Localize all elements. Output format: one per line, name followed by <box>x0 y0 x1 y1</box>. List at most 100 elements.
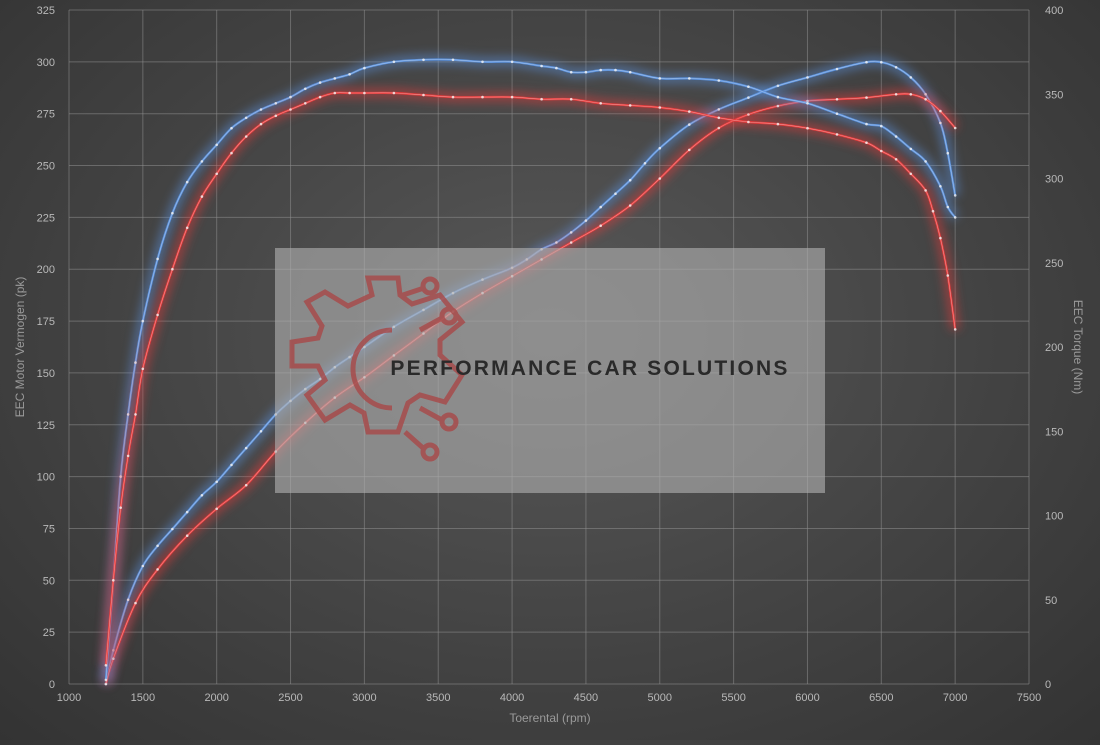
data-point <box>946 274 950 277</box>
data-point <box>747 120 750 124</box>
data-point <box>599 68 602 72</box>
x-tick-label: 1000 <box>57 692 81 704</box>
data-point <box>156 568 159 571</box>
watermark-panel <box>275 248 825 493</box>
data-point <box>924 98 927 101</box>
data-point <box>614 68 617 72</box>
y-axis-left-title: EEC Motor Vermogen (pk) <box>13 277 27 418</box>
data-point <box>134 601 137 605</box>
data-point <box>156 544 159 548</box>
data-point <box>171 211 174 215</box>
y-left-tick-label: 125 <box>37 420 55 432</box>
data-point <box>628 178 632 182</box>
data-point <box>569 70 573 74</box>
y-right-tick-label: 200 <box>1045 342 1063 354</box>
data-point <box>953 126 957 130</box>
data-point <box>215 143 218 147</box>
data-point <box>171 527 174 531</box>
data-point <box>747 96 750 99</box>
data-point <box>880 124 883 128</box>
x-tick-label: 4500 <box>574 692 598 704</box>
y-right-tick-label: 250 <box>1045 258 1063 270</box>
data-point <box>717 79 721 82</box>
x-tick-label: 7000 <box>943 692 967 704</box>
data-point <box>230 151 233 155</box>
data-point <box>776 104 780 108</box>
data-point <box>909 147 913 151</box>
y-right-tick-label: 400 <box>1045 5 1063 17</box>
y-left-tick-label: 75 <box>43 523 55 535</box>
x-tick-label: 2000 <box>204 692 228 704</box>
data-point <box>717 108 721 111</box>
x-axis-title: Toerental (rpm) <box>509 711 590 725</box>
data-point <box>119 506 122 510</box>
data-point <box>141 367 145 371</box>
data-point <box>569 241 573 244</box>
data-point <box>112 657 115 660</box>
data-point <box>894 66 898 69</box>
data-point <box>865 141 868 144</box>
data-point <box>481 60 484 64</box>
data-point <box>880 60 883 64</box>
y-left-tick-label: 0 <box>49 679 55 691</box>
data-point <box>953 194 957 197</box>
x-tick-label: 7500 <box>1017 692 1041 704</box>
x-tick-label: 3500 <box>426 692 450 704</box>
y-left-tick-label: 25 <box>43 627 55 639</box>
data-point <box>931 209 935 213</box>
data-point <box>104 678 108 682</box>
data-point <box>747 113 750 116</box>
data-point <box>244 116 248 120</box>
series-2-tuned-power <box>101 55 959 682</box>
data-point <box>274 114 278 118</box>
data-point <box>540 97 543 101</box>
data-point <box>104 664 108 667</box>
data-point <box>939 121 942 125</box>
data-point <box>318 95 322 99</box>
x-tick-label: 1500 <box>131 692 155 704</box>
data-point <box>244 135 248 138</box>
data-point <box>776 95 780 99</box>
x-tick-label: 5500 <box>721 692 745 704</box>
data-point <box>215 480 218 484</box>
data-point <box>658 177 662 180</box>
data-point <box>289 95 292 99</box>
data-point <box>481 95 484 99</box>
data-point <box>835 98 839 101</box>
data-point <box>348 73 351 76</box>
data-point <box>304 102 307 105</box>
data-point <box>747 85 750 88</box>
data-point <box>141 319 145 323</box>
data-point <box>717 116 721 120</box>
data-point <box>939 185 942 188</box>
data-point <box>171 267 174 271</box>
data-point <box>126 598 130 602</box>
series-highlight <box>105 92 956 666</box>
data-point <box>946 151 950 155</box>
data-point <box>392 60 396 64</box>
data-point <box>628 204 632 207</box>
data-point <box>953 216 957 219</box>
data-point <box>185 534 189 537</box>
data-point <box>289 108 292 111</box>
data-point <box>880 149 883 153</box>
data-point <box>333 91 337 95</box>
y-left-tick-label: 150 <box>37 368 55 380</box>
data-point <box>806 126 809 130</box>
data-point <box>835 133 839 136</box>
data-point <box>422 58 425 62</box>
data-point <box>835 67 839 71</box>
data-point <box>318 81 322 84</box>
y-right-tick-label: 350 <box>1045 89 1063 101</box>
data-point <box>584 219 588 222</box>
data-point <box>658 77 662 80</box>
y-left-tick-label: 175 <box>37 316 55 328</box>
data-point <box>776 84 780 88</box>
data-point <box>894 158 898 161</box>
data-point <box>865 96 868 99</box>
y-right-tick-label: 300 <box>1045 174 1063 186</box>
data-point <box>126 413 130 416</box>
data-point <box>894 135 898 138</box>
data-point <box>806 76 809 79</box>
